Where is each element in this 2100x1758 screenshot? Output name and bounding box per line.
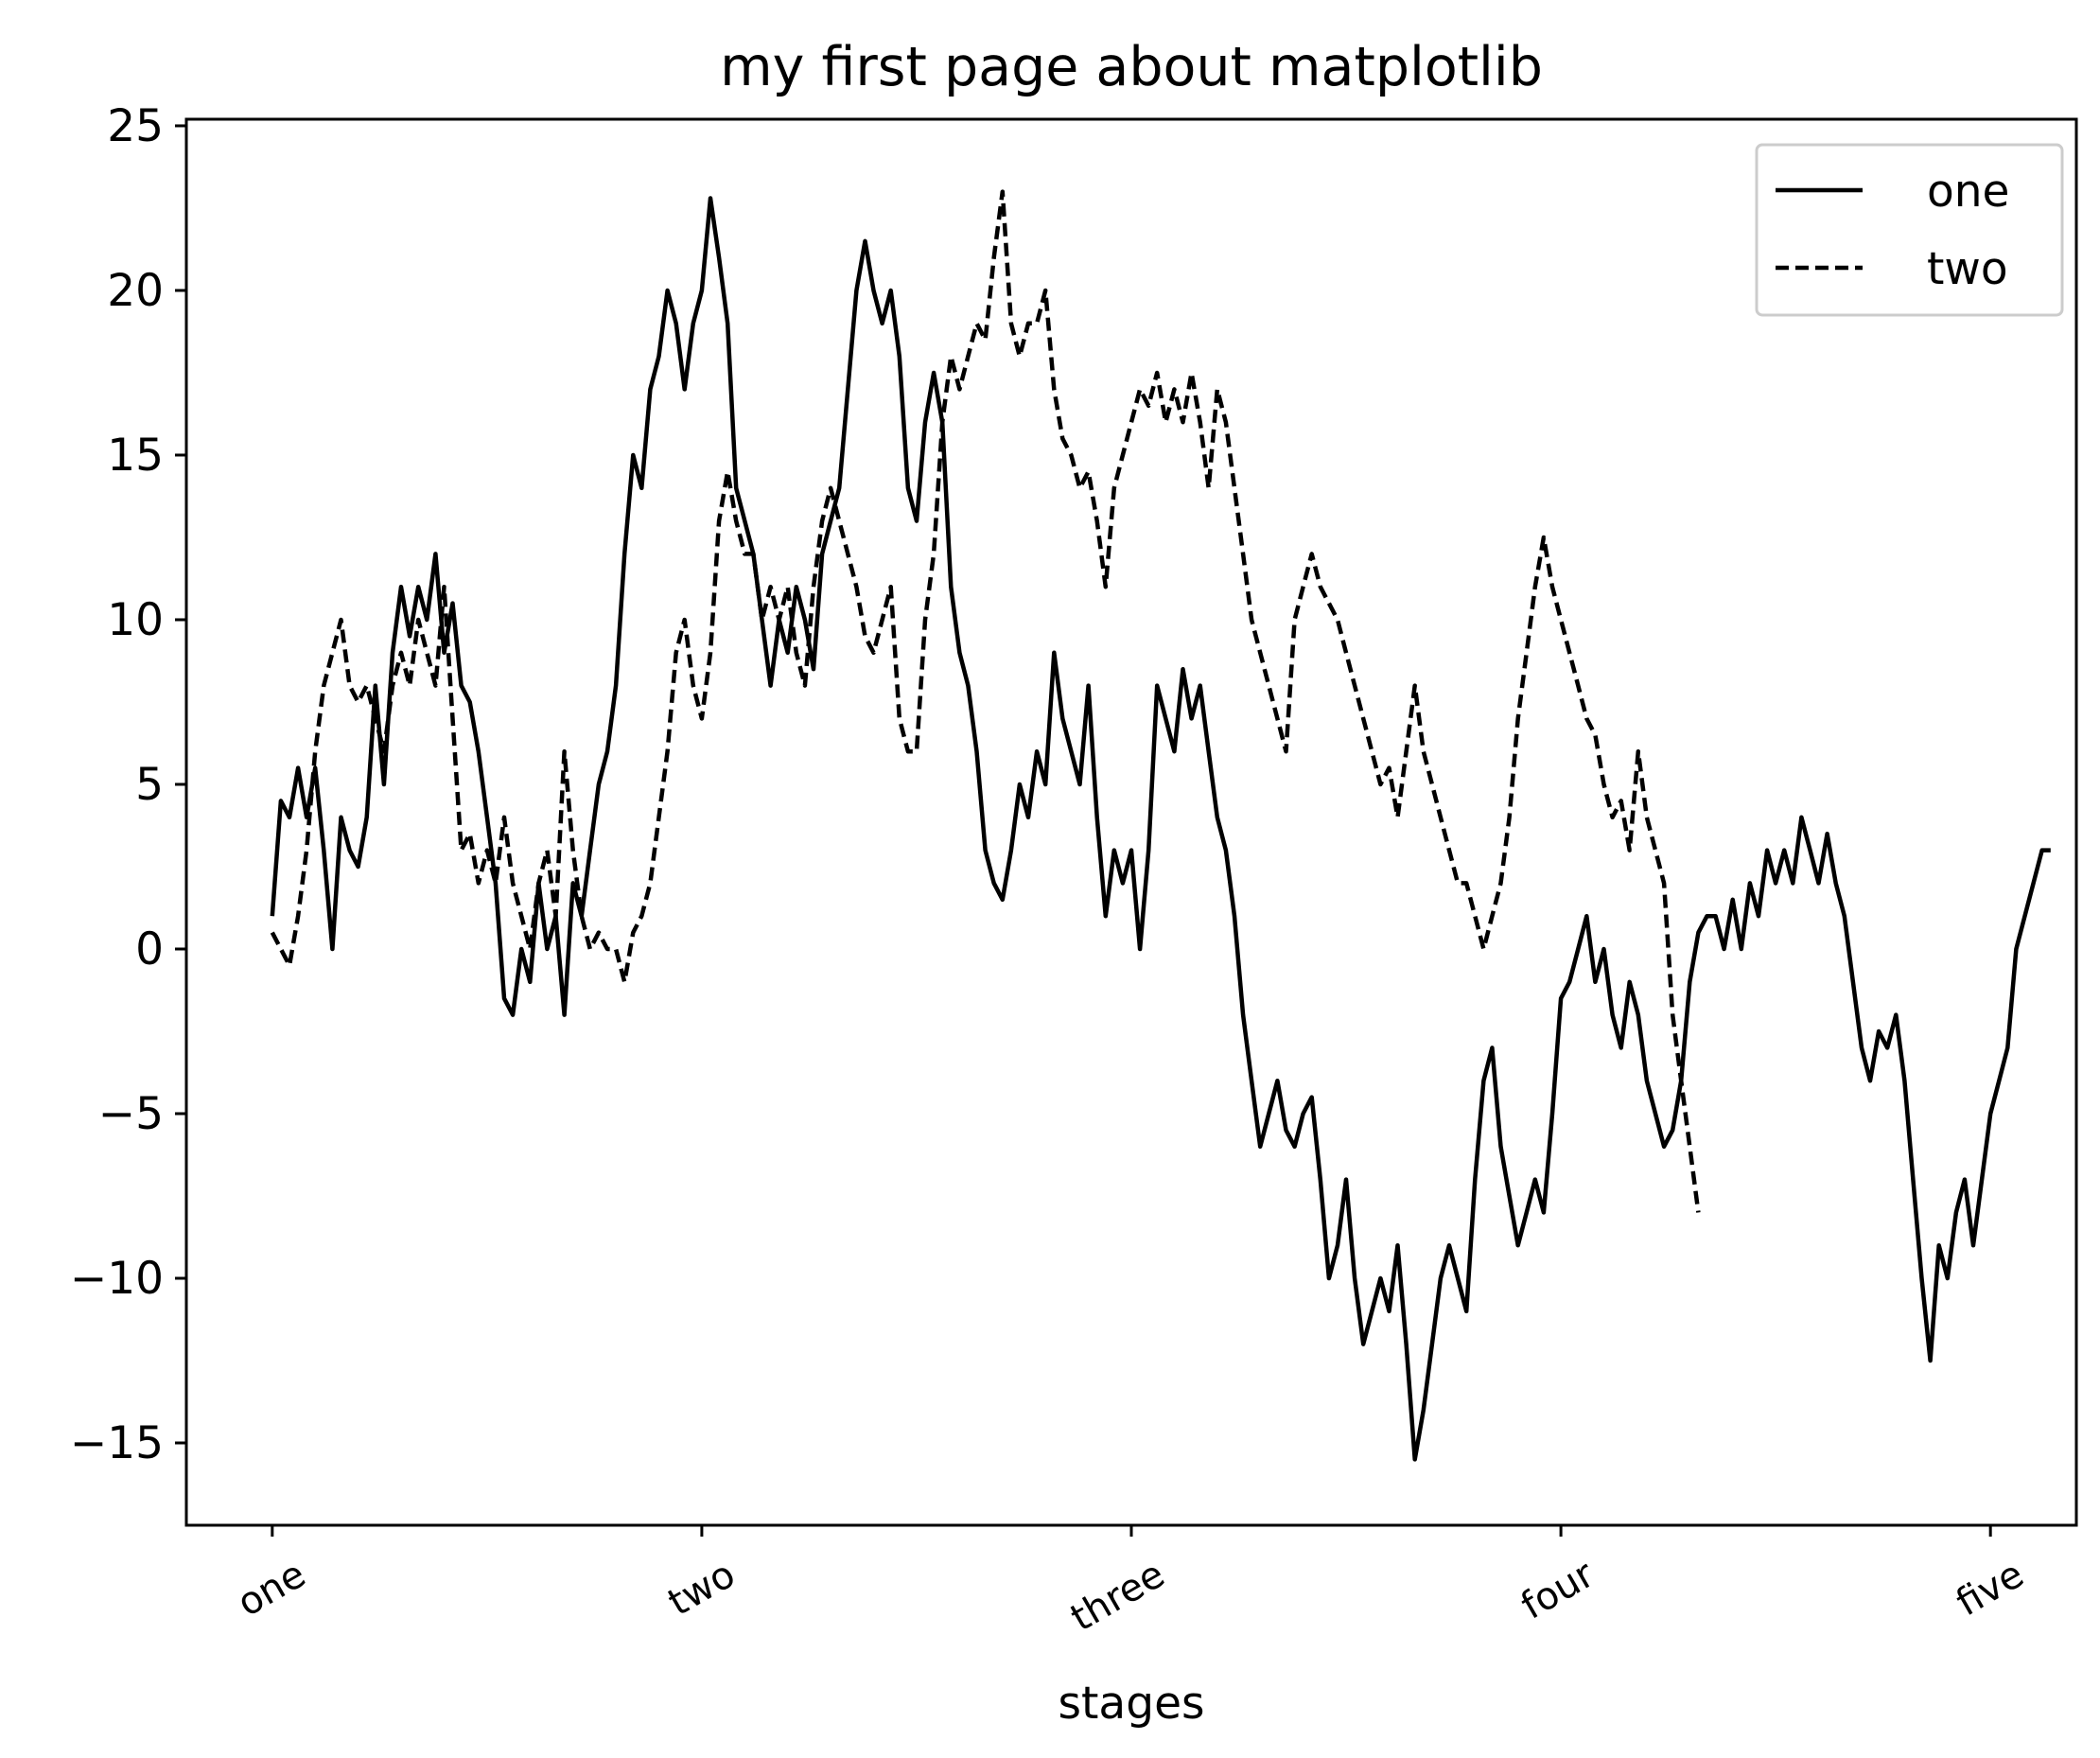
- y-tick-label: −10: [70, 1253, 164, 1305]
- y-axis: −15 −10 −5 0 5 10 15 20 25: [70, 100, 186, 1469]
- x-axis-label: stages: [1059, 1678, 1205, 1730]
- legend: one two: [1755, 143, 2064, 317]
- y-tick-label: 10: [107, 594, 164, 646]
- series-line-two: [270, 189, 1701, 1213]
- legend-frame: [1755, 143, 2064, 317]
- y-tick-label: 0: [135, 923, 164, 976]
- y-tick-label: 5: [135, 759, 164, 811]
- y-tick-label: 20: [107, 265, 164, 317]
- chart-title: my first page about matplotlib: [720, 36, 1543, 98]
- legend-label-two: two: [1927, 243, 2008, 295]
- y-tick-label: 25: [107, 100, 164, 152]
- y-tick-label: −5: [98, 1088, 164, 1140]
- series-line-one: [270, 196, 2051, 1462]
- legend-label-one: one: [1927, 166, 2009, 218]
- y-tick-label: 15: [107, 430, 164, 482]
- plot-lines: [270, 189, 2051, 1462]
- y-tick-label: −15: [70, 1417, 164, 1469]
